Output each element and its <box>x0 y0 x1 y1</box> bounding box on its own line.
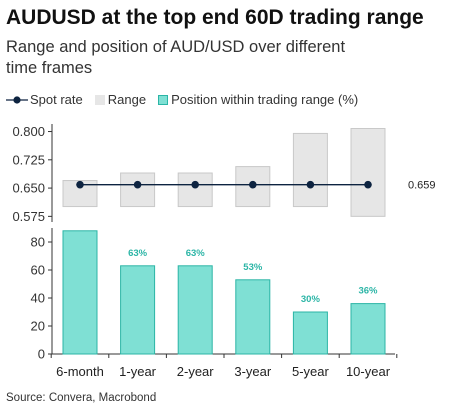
chart-subtitle: Range and position of AUD/USD over diffe… <box>6 38 346 77</box>
position-bar <box>292 311 328 355</box>
position-bar <box>120 265 156 355</box>
range-box <box>292 132 328 208</box>
bar-data-label: 36% <box>358 286 378 297</box>
bar-data-label: 63% <box>186 248 206 259</box>
bottom-y-tick-label: 0 <box>38 347 45 362</box>
legend-label-position: Position within trading range (%) <box>171 92 359 107</box>
spot-point <box>133 180 142 189</box>
bar-data-label: 53% <box>243 262 263 273</box>
x-tick-label: 5-year <box>292 364 330 379</box>
spot-value-label: 0.659 <box>408 180 436 192</box>
x-tick-label: 1-year <box>119 364 157 379</box>
top-y-tick-label: 0.800 <box>12 124 45 139</box>
bar-data-label: 30% <box>301 294 321 305</box>
position-bar <box>350 303 386 355</box>
position-bar <box>235 279 271 355</box>
spot-point <box>249 180 257 189</box>
bottom-y-tick-label: 20 <box>31 319 45 334</box>
top-y-tick-label: 0.725 <box>12 152 45 167</box>
x-tick-label: 10-year <box>346 364 391 379</box>
range-swatch-icon <box>94 94 105 105</box>
bar-data-label: 63% <box>128 248 148 259</box>
top-y-tick-label: 0.650 <box>12 181 45 196</box>
x-tick-label: 2-year <box>177 364 215 379</box>
position-swatch-icon <box>158 94 169 105</box>
legend-label-range: Range <box>107 92 147 107</box>
legend-item-position: Position within trading range (%) <box>158 92 358 107</box>
range-box <box>120 172 156 208</box>
spot-line-dot-icon <box>6 95 28 104</box>
spot-point <box>76 180 84 189</box>
position-bar <box>177 265 213 355</box>
spot-point <box>364 180 372 189</box>
legend-label-spot: Spot rate <box>30 92 83 107</box>
chart-title: AUDUSD at the top end 60D trading range <box>6 6 424 29</box>
bottom-y-tick-label: 60 <box>31 263 45 278</box>
spot-point <box>191 180 199 189</box>
range-box <box>350 128 386 217</box>
top-y-tick-label: 0.575 <box>12 209 45 224</box>
bottom-y-tick-label: 40 <box>31 291 45 306</box>
spot-point <box>306 180 315 189</box>
legend-item-range: Range <box>94 92 147 107</box>
source-note: Source: Convera, Macrobond <box>6 392 157 404</box>
range-box <box>177 172 213 208</box>
x-tick-label: 6-month <box>56 364 104 379</box>
legend-item-spot: Spot rate <box>6 92 83 107</box>
bottom-y-tick-label: 80 <box>31 235 45 250</box>
legend: Spot rate Range Position within trading … <box>6 92 370 107</box>
x-tick-label: 3-year <box>234 364 272 379</box>
position-bar <box>62 230 98 355</box>
